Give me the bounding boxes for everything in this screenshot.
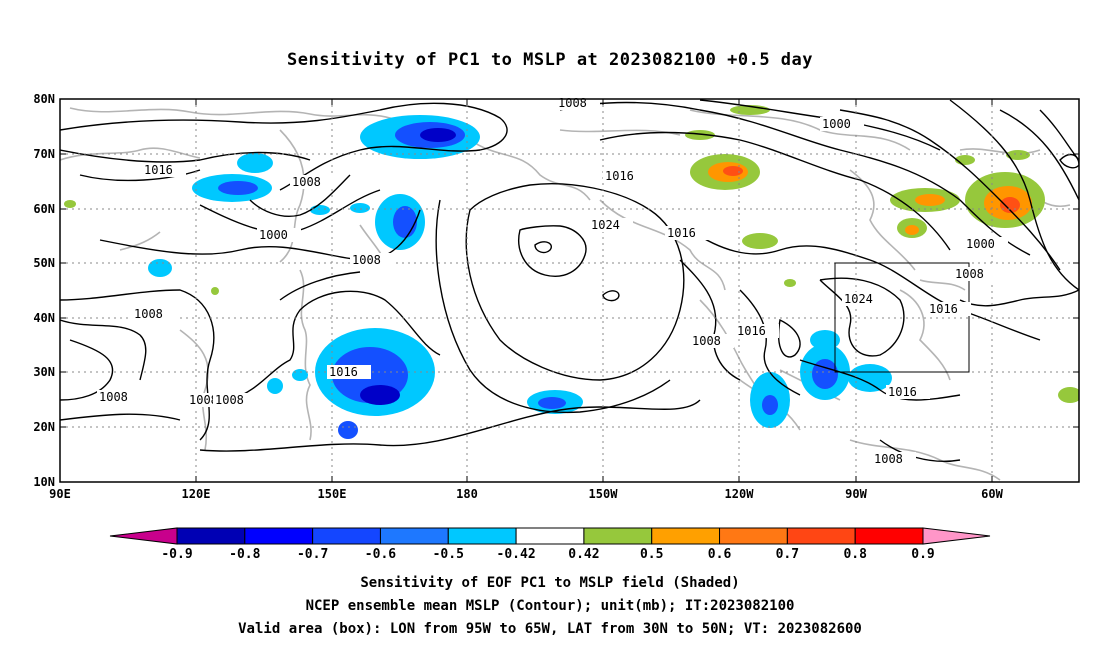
svg-text:1008: 1008 [99,390,128,404]
contour-label: 1016 [927,302,971,316]
contour-label: 1008 [97,390,141,404]
y-tick-label: 80N [33,92,55,106]
caption-contour: NCEP ensemble mean MSLP (Contour); unit(… [305,598,795,614]
caption-shaded: Sensitivity of EOF PC1 to MSLP field (Sh… [360,575,740,591]
colorbar-segment [244,527,314,545]
svg-text:1016: 1016 [929,302,958,316]
svg-text:1008: 1008 [558,96,587,110]
lat-lon-grid [60,99,1079,482]
mslp-contours [60,99,1079,462]
svg-text:1008: 1008 [955,267,984,281]
colorbar-label: 0.9 [911,547,934,562]
svg-text:1000: 1000 [966,237,995,251]
page-title: Sensitivity of PC1 to MSLP at 2023082100… [286,50,813,70]
svg-text:1000: 1000 [822,117,851,131]
contour-label: 1008 [953,267,997,281]
x-tick-label: 60W [981,487,1003,501]
contour-label: 1008 [290,175,334,189]
x-tick-label: 90W [845,487,867,501]
caption-valid-area: Valid area (box): LON from 95W to 65W, L… [238,621,862,637]
y-tick-label: 50N [33,256,55,270]
colorbar-label: 0.8 [843,547,867,562]
colorbar: -0.9 -0.8 -0.7 -0.6 -0.5 -0.42 0.42 0.5 0.6 0.7 0.… [109,527,991,562]
plot-frame [59,98,1080,483]
svg-text:1016: 1016 [329,365,358,379]
svg-text:1008: 1008 [189,393,218,407]
colorbar-end-high [922,527,991,545]
contour-label: 1024 [842,292,886,306]
contour-label: 1016 [142,163,186,177]
contour-label: 1016 [735,324,779,338]
colorbar-label: -0.7 [297,547,328,562]
colorbar-label: -0.6 [365,547,396,562]
contour-label: 1008 [213,393,257,407]
svg-text:1008: 1008 [352,253,381,267]
svg-text:1008: 1008 [874,452,903,466]
y-tick-label: 10N [33,475,55,489]
colorbar-segment [651,527,721,545]
x-axis: 90E 120E 150E 180 150W 120W 90W 60W [49,99,1004,501]
colorbar-segment [312,527,381,545]
colorbar-segment [515,527,585,545]
contour-label: 1008 [132,307,176,321]
colorbar-label: 0.42 [568,547,599,562]
y-tick-label: 30N [33,365,55,379]
svg-text:1024: 1024 [844,292,873,306]
contour-label: 1000 [820,117,864,131]
y-axis: 80N 70N 60N 50N 40N 30N 20N 10N [33,92,1079,489]
contour-label: 1016 [886,385,930,399]
contour-label: 1000 [964,237,1008,251]
svg-text:1016: 1016 [605,169,634,183]
y-tick-label: 70N [33,147,55,161]
colorbar-end-low [109,527,178,545]
colorbar-label: 0.5 [640,547,663,562]
svg-text:1008: 1008 [215,393,244,407]
svg-text:1008: 1008 [134,307,163,321]
colorbar-segment [379,527,449,545]
colorbar-segment [447,527,517,545]
contour-label: 1008 [350,253,394,267]
valid-area-box [834,262,970,373]
colorbar-segment [176,527,246,545]
colorbar-label: -0.8 [229,547,260,562]
colorbar-segment [583,527,653,545]
contour-label: 1008 [690,334,734,348]
x-tick-label: 150E [318,487,347,501]
plot-area [60,99,1079,482]
svg-text:1008: 1008 [692,334,721,348]
y-tick-label: 40N [33,311,55,325]
contour-label: 1016 [603,169,647,183]
y-tick-label: 60N [33,202,55,216]
contour-label: 1000 [257,228,301,242]
svg-text:1016: 1016 [667,226,696,240]
svg-text:1016: 1016 [737,324,766,338]
contour-label: 1016 [327,365,371,379]
x-tick-label: 150W [589,487,619,501]
colorbar-segment [786,527,856,545]
contour-label: 1008 [872,452,916,466]
colorbar-label: 0.6 [708,547,732,562]
x-tick-label: 120E [182,487,211,501]
colorbar-label: -0.9 [161,547,192,562]
contour-label: 1008 [556,96,600,110]
contour-label: 1024 [589,218,633,232]
svg-text:1008: 1008 [292,175,321,189]
svg-text:1016: 1016 [888,385,917,399]
contour-label: 1016 [665,226,709,240]
colorbar-label: -0.5 [433,547,464,562]
colorbar-segment [854,527,924,545]
y-tick-label: 20N [33,420,55,434]
svg-text:1024: 1024 [591,218,620,232]
svg-text:1016: 1016 [144,163,173,177]
svg-text:1000: 1000 [259,228,288,242]
colorbar-label: -0.42 [497,547,536,562]
colorbar-label: 0.7 [776,547,799,562]
x-tick-label: 120W [725,487,755,501]
colorbar-segment [719,527,788,545]
x-tick-label: 90E [49,487,71,501]
x-tick-label: 180 [456,487,478,501]
